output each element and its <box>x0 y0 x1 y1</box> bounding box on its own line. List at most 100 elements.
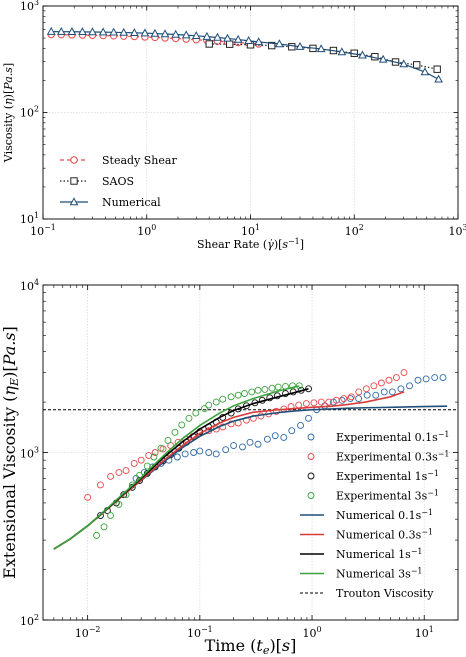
legend-label: Steady Shear <box>102 154 177 167</box>
data-point <box>399 59 409 68</box>
data-point <box>233 34 243 43</box>
data-point <box>234 391 242 399</box>
data-point <box>254 37 264 46</box>
data-point <box>225 40 234 48</box>
data-point <box>160 29 170 38</box>
data-point <box>275 39 284 48</box>
data-point <box>280 433 288 441</box>
y-tick-label: 103 <box>20 446 39 461</box>
data-point <box>254 440 262 448</box>
data-point <box>109 27 119 36</box>
shear-viscosity-chart: 10−1 100 101 102 103 101 102 103 Shear Rate (γ̇)… <box>2 0 466 251</box>
data-point <box>414 376 422 384</box>
data-point <box>157 444 165 452</box>
data-point <box>98 27 108 36</box>
legend-label: Numerical <box>102 196 161 209</box>
data-point <box>289 382 296 390</box>
data-point <box>212 398 220 406</box>
data-point <box>185 414 193 422</box>
legend-marker <box>307 472 315 480</box>
data-point <box>130 460 138 467</box>
y-axis-label: Viscosity (η)[Pa.s] <box>2 63 15 163</box>
data-point <box>439 374 447 382</box>
data-point <box>388 388 396 396</box>
data-point <box>288 43 296 51</box>
data-point <box>242 402 250 410</box>
data-point <box>295 41 305 50</box>
data-point <box>288 427 296 435</box>
data-point <box>107 472 114 480</box>
legend-marker <box>69 197 79 206</box>
data-point <box>151 449 159 456</box>
data-point <box>340 395 348 402</box>
data-point <box>122 467 130 475</box>
legend-marker <box>307 433 315 441</box>
data-point <box>212 450 220 458</box>
data-point <box>100 523 108 531</box>
data-point <box>239 443 246 451</box>
legend-label: Trouton Viscosity <box>336 587 434 600</box>
legend-label: SAOS <box>102 175 134 188</box>
data-point <box>205 401 213 409</box>
data-point <box>434 74 443 83</box>
data-point <box>338 396 346 404</box>
data-point <box>271 432 279 440</box>
data-point <box>268 384 276 392</box>
data-point <box>205 449 213 456</box>
data-point <box>78 27 87 36</box>
legend: Experimental 0.1s−1 Experimental 0.3s−1 Ex… <box>300 430 449 600</box>
data-point <box>380 388 388 396</box>
data-point <box>241 390 248 397</box>
data-point <box>297 422 304 429</box>
y-tick-label: 103 <box>20 0 39 13</box>
data-point <box>325 398 333 406</box>
data-point <box>316 44 326 53</box>
data-point <box>317 398 325 406</box>
data-point <box>223 33 232 42</box>
data-point <box>191 31 201 40</box>
data-point <box>130 28 139 37</box>
x-tick-label: 10−1 <box>30 223 56 238</box>
data-point <box>137 456 145 464</box>
data-point <box>254 386 262 394</box>
data-point <box>272 407 280 415</box>
x-axis-label: Time (te)[s] <box>205 636 297 657</box>
data-point <box>337 47 347 56</box>
x-tick-label: 101 <box>241 223 260 238</box>
data-point <box>310 399 318 407</box>
legend-label: Numerical 0.1s−1 <box>336 508 433 522</box>
data-point <box>181 450 189 458</box>
series-experimental-3s <box>93 382 303 539</box>
data-point <box>173 453 181 461</box>
data-point <box>372 391 380 399</box>
data-point <box>370 382 378 390</box>
data-point <box>413 61 421 69</box>
data-point <box>164 437 172 444</box>
data-point <box>84 493 92 501</box>
data-point <box>362 385 370 393</box>
data-point <box>358 50 367 59</box>
data-point <box>115 500 123 508</box>
data-point <box>406 382 414 390</box>
extensional-viscosity-chart: 10−2 10−1 100 101 102 103 104 Time (te)[s] Exten… <box>0 278 459 657</box>
data-point <box>196 447 204 455</box>
y-axis-label: Extensional Viscosity (ηE)[Pa.s] <box>0 326 21 579</box>
data-point <box>227 393 235 401</box>
data-point <box>171 29 181 38</box>
data-point <box>46 26 56 35</box>
data-point <box>190 449 198 456</box>
data-point <box>246 438 254 446</box>
x-tick-label: 102 <box>345 223 364 238</box>
data-point <box>96 481 104 489</box>
data-point <box>420 67 430 76</box>
legend-label: Numerical 3s−1 <box>336 567 422 581</box>
data-point <box>377 379 385 387</box>
data-point <box>378 54 388 63</box>
legend-marker <box>307 453 315 460</box>
data-point <box>274 383 282 391</box>
x-tick-label: 100 <box>303 625 322 640</box>
data-point <box>93 531 100 539</box>
legend-marker <box>70 177 78 185</box>
data-point <box>234 405 242 413</box>
